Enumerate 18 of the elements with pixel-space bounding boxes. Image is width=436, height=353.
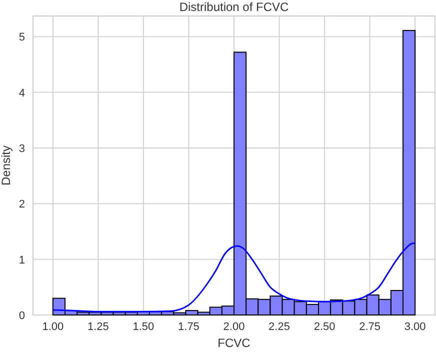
x-tick-label: 2.25 xyxy=(268,321,290,333)
x-tick-label: 2.50 xyxy=(314,321,336,333)
x-tick-label: 1.75 xyxy=(178,321,200,333)
x-tick-label: 2.75 xyxy=(359,321,381,333)
y-tick-label: 1 xyxy=(18,254,25,266)
x-tick-label: 1.50 xyxy=(132,321,154,333)
y-tick-label: 0 xyxy=(18,310,25,322)
chart-title: Distribution of FCVC xyxy=(179,0,290,14)
x-tick-label: 2.00 xyxy=(223,321,245,333)
y-tick-label: 2 xyxy=(18,198,25,211)
x-tick-label: 1.00 xyxy=(42,321,64,333)
y-tick-label: 5 xyxy=(18,32,25,44)
x-axis-title: FCVC xyxy=(218,336,251,350)
y-tick-label: 4 xyxy=(18,87,25,100)
y-axis-title: Density xyxy=(0,145,13,186)
y-tick-label: 3 xyxy=(18,142,25,155)
x-tick-label: 1.25 xyxy=(87,321,109,333)
x-tick-label: 3.00 xyxy=(404,321,426,333)
